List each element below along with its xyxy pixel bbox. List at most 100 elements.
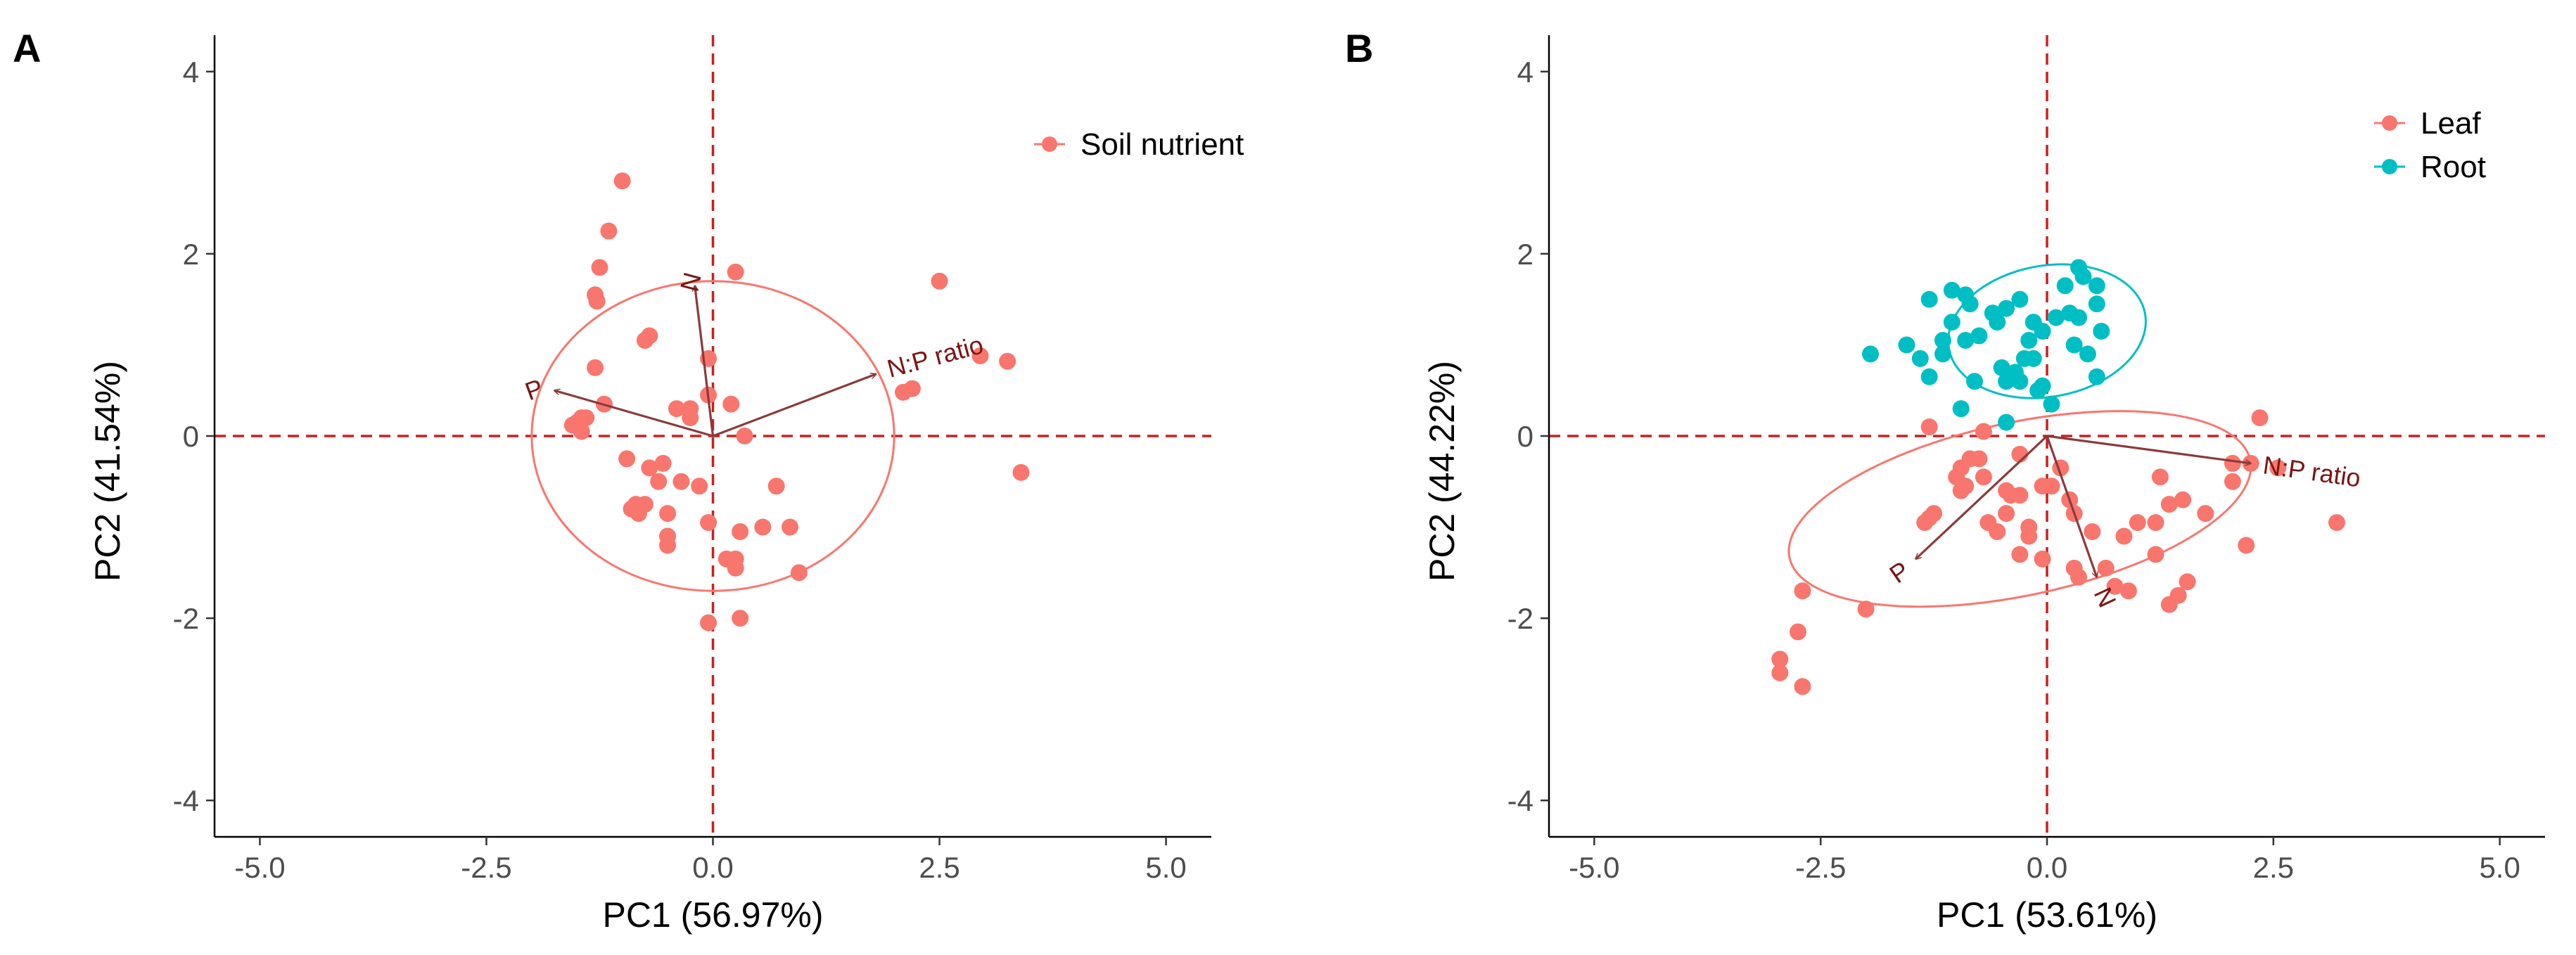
panel-b-y-tick-label: 4 <box>1517 56 1534 89</box>
panel-a-x-tick-label: -2.5 <box>461 851 511 884</box>
panel-b-point-root <box>1861 345 1879 363</box>
panel-a-point-soil-nutrient <box>767 478 785 495</box>
panel-a-ellipse-soil-nutrient <box>530 280 895 592</box>
panel-b-loading-arrow-n <box>2046 435 2097 577</box>
panel-b-point-root <box>2011 290 2029 308</box>
panel-a-point-soil-nutrient <box>636 331 653 349</box>
panel-b-loading-label: P <box>1884 556 1914 589</box>
panel-b-point-leaf <box>2020 527 2038 545</box>
panel-b-point-leaf <box>2328 514 2345 532</box>
panel-b-point-root <box>2074 268 2092 286</box>
panel-a-point-soil-nutrient <box>659 537 677 554</box>
panel-a-point-soil-nutrient <box>736 428 753 444</box>
panel-a-point-soil-nutrient <box>588 293 606 310</box>
panel-a-point-soil-nutrient <box>641 459 658 477</box>
panel-a-point-soil-nutrient <box>781 518 798 536</box>
panel-b-point-root <box>1998 373 2015 390</box>
panel-b-point-root <box>1934 345 1951 363</box>
panel-a-point-soil-nutrient <box>682 409 699 427</box>
panel-b-point-leaf <box>2106 577 2124 595</box>
panel-a-point-soil-nutrient <box>636 496 653 513</box>
panel-b-point-root <box>1998 414 2015 431</box>
panel-b-letter: B <box>1345 26 1373 70</box>
panel-b-legend-marker-root <box>2382 159 2397 174</box>
panel-a-point-soil-nutrient <box>1012 463 1030 481</box>
panel-a-y-axis-title: PC2 (41.54%) <box>88 361 127 582</box>
panel-b-point-root <box>2088 277 2105 295</box>
panel-b-point-leaf <box>2179 573 2196 591</box>
panel-a-point-soil-nutrient <box>727 263 744 281</box>
panel-b-point-leaf <box>1916 514 1934 532</box>
panel-a-point-soil-nutrient <box>668 400 685 418</box>
panel-a-point-soil-nutrient <box>931 272 948 290</box>
panel-b-point-root <box>2088 295 2105 313</box>
panel-a-point-soil-nutrient <box>732 523 749 541</box>
panel-b-point-root <box>1957 286 1975 304</box>
panel-b-point-leaf <box>2115 527 2133 545</box>
panel-b-point-leaf <box>1771 650 1789 668</box>
panel-b-loading-arrow-n-p-ratio <box>2046 435 2251 463</box>
panel-a-y-tick-label: -2 <box>173 602 199 635</box>
panel-b-point-leaf <box>2224 454 2241 472</box>
panel-a-loading-arrow-p <box>554 390 713 437</box>
panel-b-point-root <box>2056 277 2074 295</box>
panel-a-point-soil-nutrient <box>790 564 808 582</box>
panel-a-letter: A <box>13 26 41 70</box>
panel-b-point-root <box>1966 373 1984 390</box>
panel-b-point-root <box>2025 350 2042 367</box>
panel-a-point-soil-nutrient <box>573 423 590 440</box>
panel-b-x-tick-label: -5.0 <box>1569 851 1619 884</box>
panel-b-point-root <box>1989 314 2006 331</box>
panel-b-point-leaf <box>1975 468 1992 486</box>
panel-a-point-soil-nutrient <box>618 450 636 468</box>
panel-b-point-leaf <box>1920 418 1938 436</box>
panel-a-point-soil-nutrient <box>754 518 772 536</box>
panel-b-point-root <box>2065 336 2083 354</box>
panel-b-point-leaf <box>2238 537 2255 554</box>
panel-a-x-axis-title: PC1 (56.97%) <box>602 895 823 935</box>
panel-b-point-leaf <box>2151 468 2169 486</box>
panel-a-point-soil-nutrient <box>999 352 1016 370</box>
panel-b-point-leaf <box>1998 505 2015 523</box>
panel-a-point-soil-nutrient <box>971 347 989 364</box>
panel-b-point-leaf <box>1975 423 1992 440</box>
panel-b-point-root <box>1943 281 1960 299</box>
panel-a-y-tick-label: 2 <box>183 238 199 271</box>
panel-b-point-root <box>1957 331 1975 349</box>
panel-b-ellipse-leaf <box>1787 410 2252 608</box>
panel-a-point-soil-nutrient <box>600 222 618 240</box>
panel-b-point-root <box>2043 395 2060 413</box>
panel-b-point-root <box>2047 309 2065 326</box>
panel-b-point-leaf <box>1952 482 1970 499</box>
panel-b-point-leaf <box>2119 582 2137 600</box>
panel-b-point-leaf <box>2160 496 2178 513</box>
panel-b-plot: -5.0 -2.5 0.0 2.5 5.0 -4 -2 0 2 4 PC1 (53.61%) PC2 … <box>1422 35 2545 935</box>
panel-b-point-leaf <box>2147 546 2164 563</box>
panel-b-point-root <box>1998 300 2015 317</box>
panel-b-point-leaf <box>1989 523 2006 541</box>
panel-a-point-soil-nutrient <box>587 359 604 376</box>
panel-b-y-axis-title: PC2 (44.22%) <box>1422 361 1462 582</box>
panel-a-point-soil-nutrient <box>700 514 718 532</box>
panel-a-x-tick-label: 2.5 <box>919 851 959 884</box>
panel-b-point-leaf <box>2043 478 2060 495</box>
panel-a-point-soil-nutrient <box>591 259 608 276</box>
panel-a-legend-marker-soil-nutrient <box>1042 136 1057 152</box>
panel-b-point-leaf <box>2129 514 2146 532</box>
panel-b-y-tick-label: 0 <box>1517 420 1534 453</box>
panel-a-point-soil-nutrient <box>578 409 595 427</box>
panel-b-point-root <box>1943 314 1960 331</box>
panel-b-point-root <box>2020 331 2038 349</box>
panel-b-x-tick-label: 0.0 <box>2027 851 2067 884</box>
panel-a-point-soil-nutrient <box>650 473 668 490</box>
panel-b-point-leaf <box>1794 678 1811 696</box>
panel-b-y-tick-label: -4 <box>1507 784 1534 817</box>
panel-b-loading-label: N:P ratio <box>2262 450 2363 492</box>
panel-b-x-tick-label: 5.0 <box>2479 851 2520 884</box>
panel-b-point-root <box>2061 305 2079 322</box>
panel-a-x-tick-label: -5.0 <box>234 851 285 884</box>
panel-b-point-leaf <box>2084 523 2101 541</box>
panel-b-point-root <box>1993 359 2010 376</box>
panel-a-x-tick-label: 5.0 <box>1145 851 1186 884</box>
